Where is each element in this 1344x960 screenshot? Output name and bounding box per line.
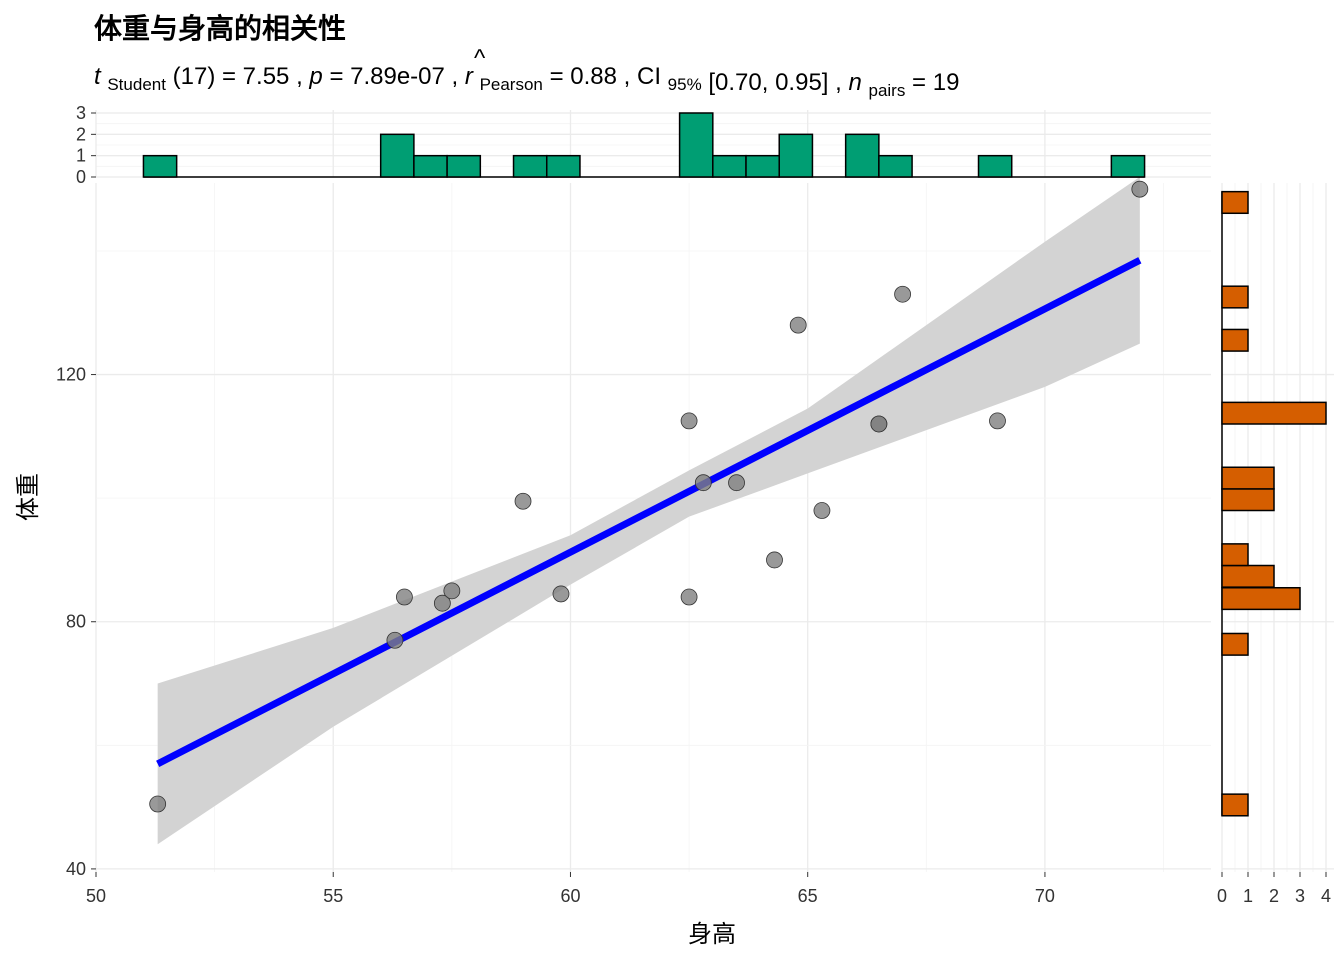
scatter-point: [514, 492, 532, 510]
right-hist-bar: [1221, 466, 1275, 490]
chart-title: 体重与身高的相关性: [94, 12, 346, 45]
subtitle-ci-label: CI: [637, 63, 661, 90]
y-tick-label: 80: [66, 612, 86, 632]
top-hist-bar: [1110, 154, 1146, 178]
right-hist-bar: [1221, 543, 1249, 567]
subtitle-t-symbol: t: [94, 63, 102, 90]
x-tick-label: 70: [1035, 886, 1055, 906]
regression-line: [156, 257, 1142, 767]
subtitle-t-sub: Student: [107, 75, 166, 94]
y-tick-label: 40: [66, 859, 86, 879]
top-hist-bar: [678, 112, 714, 178]
top-histogram-bars: [142, 112, 1146, 178]
scatter-point: [552, 585, 570, 603]
x-tick-label: 65: [798, 886, 818, 906]
x-axis-label: 身高: [688, 920, 736, 948]
x-tick-label: 50: [86, 886, 106, 906]
scatter-point: [870, 415, 888, 433]
scatter-point: [728, 474, 745, 492]
top-hist-bar: [778, 133, 814, 178]
scatter-point: [443, 582, 461, 600]
scatter-point: [149, 795, 167, 813]
top-hist-tick-label: 3: [76, 103, 86, 123]
subtitle-r-symbol: r: [465, 63, 474, 90]
scatter-point: [989, 412, 1006, 430]
top-hist-bar: [745, 154, 780, 178]
scatter-point: [1131, 180, 1149, 198]
scatter-point: [680, 588, 698, 606]
subtitle-ci-sub: 95%: [668, 75, 702, 94]
scatter-point: [396, 588, 413, 606]
scatter-point: [680, 412, 698, 430]
top-hist-bar: [977, 154, 1013, 178]
subtitle-ci-value: [0.70, 0.95]: [708, 69, 828, 96]
scatter-points: [149, 180, 1149, 813]
chart-subtitle: t Student (17) = 7.55 , p = 7.89e-07 , r…: [94, 63, 959, 102]
top-hist-bar: [379, 133, 415, 178]
top-hist-bar: [142, 154, 178, 178]
top-hist-tick-label: 0: [76, 167, 86, 187]
top-hist-bar: [512, 154, 548, 178]
subtitle-n-symbol: n: [848, 69, 861, 96]
subtitle-p-value: 7.89e-07: [350, 63, 445, 90]
top-hist-bar: [413, 154, 448, 178]
subtitle-p-symbol: p: [308, 63, 322, 90]
subtitle-n-sub: pairs: [869, 81, 906, 100]
top-hist-tick-label: 1: [76, 146, 86, 166]
subtitle-df: (17): [173, 63, 216, 90]
subtitle-r-sub: Pearson: [480, 75, 543, 94]
top-histogram-grid: [95, 110, 1211, 178]
regression-line-layer: [156, 257, 1142, 767]
scatter-point: [789, 316, 807, 334]
top-hist-bar: [545, 154, 581, 178]
subtitle-n-value: 19: [933, 69, 960, 96]
subtitle-t-value: 7.55: [243, 63, 290, 90]
scatter-point: [766, 551, 783, 569]
right-hist-bar: [1221, 586, 1301, 611]
top-hist-bar: [844, 133, 880, 178]
right-hist-bar: [1221, 793, 1249, 817]
top-hist-bar: [446, 154, 482, 178]
x-tick-label: 55: [323, 886, 343, 906]
right-hist-tick-label: 0: [1217, 886, 1227, 906]
right-hist-bar: [1221, 488, 1275, 512]
right-histogram-bars: [1221, 190, 1327, 817]
scatter-point: [433, 594, 451, 612]
top-hist-tick-label: 2: [76, 124, 86, 144]
right-hist-bar: [1221, 285, 1249, 309]
subtitle-r-value: 0.88: [570, 63, 617, 90]
right-hist-bar: [1221, 190, 1249, 215]
top-hist-bar: [878, 154, 913, 178]
right-hist-bar: [1221, 401, 1327, 425]
scatter-point: [894, 285, 911, 303]
right-hist-bar: [1221, 632, 1249, 656]
right-hist-bar: [1221, 564, 1275, 588]
right-hist-tick-label: 3: [1295, 886, 1305, 906]
scatter-point: [813, 502, 831, 519]
scatter-point: [694, 474, 712, 492]
right-hist-tick-label: 1: [1243, 886, 1253, 906]
y-axis-label: 体重: [14, 473, 42, 521]
scatter-point: [386, 631, 404, 649]
y-tick-label: 120: [56, 365, 86, 385]
x-tick-label: 60: [560, 886, 580, 906]
subtitle-r-hat: ^: [474, 45, 486, 72]
top-hist-bar: [712, 154, 747, 178]
right-hist-tick-label: 4: [1321, 886, 1331, 906]
right-hist-bar: [1221, 328, 1249, 352]
right-hist-tick-label: 2: [1269, 886, 1279, 906]
